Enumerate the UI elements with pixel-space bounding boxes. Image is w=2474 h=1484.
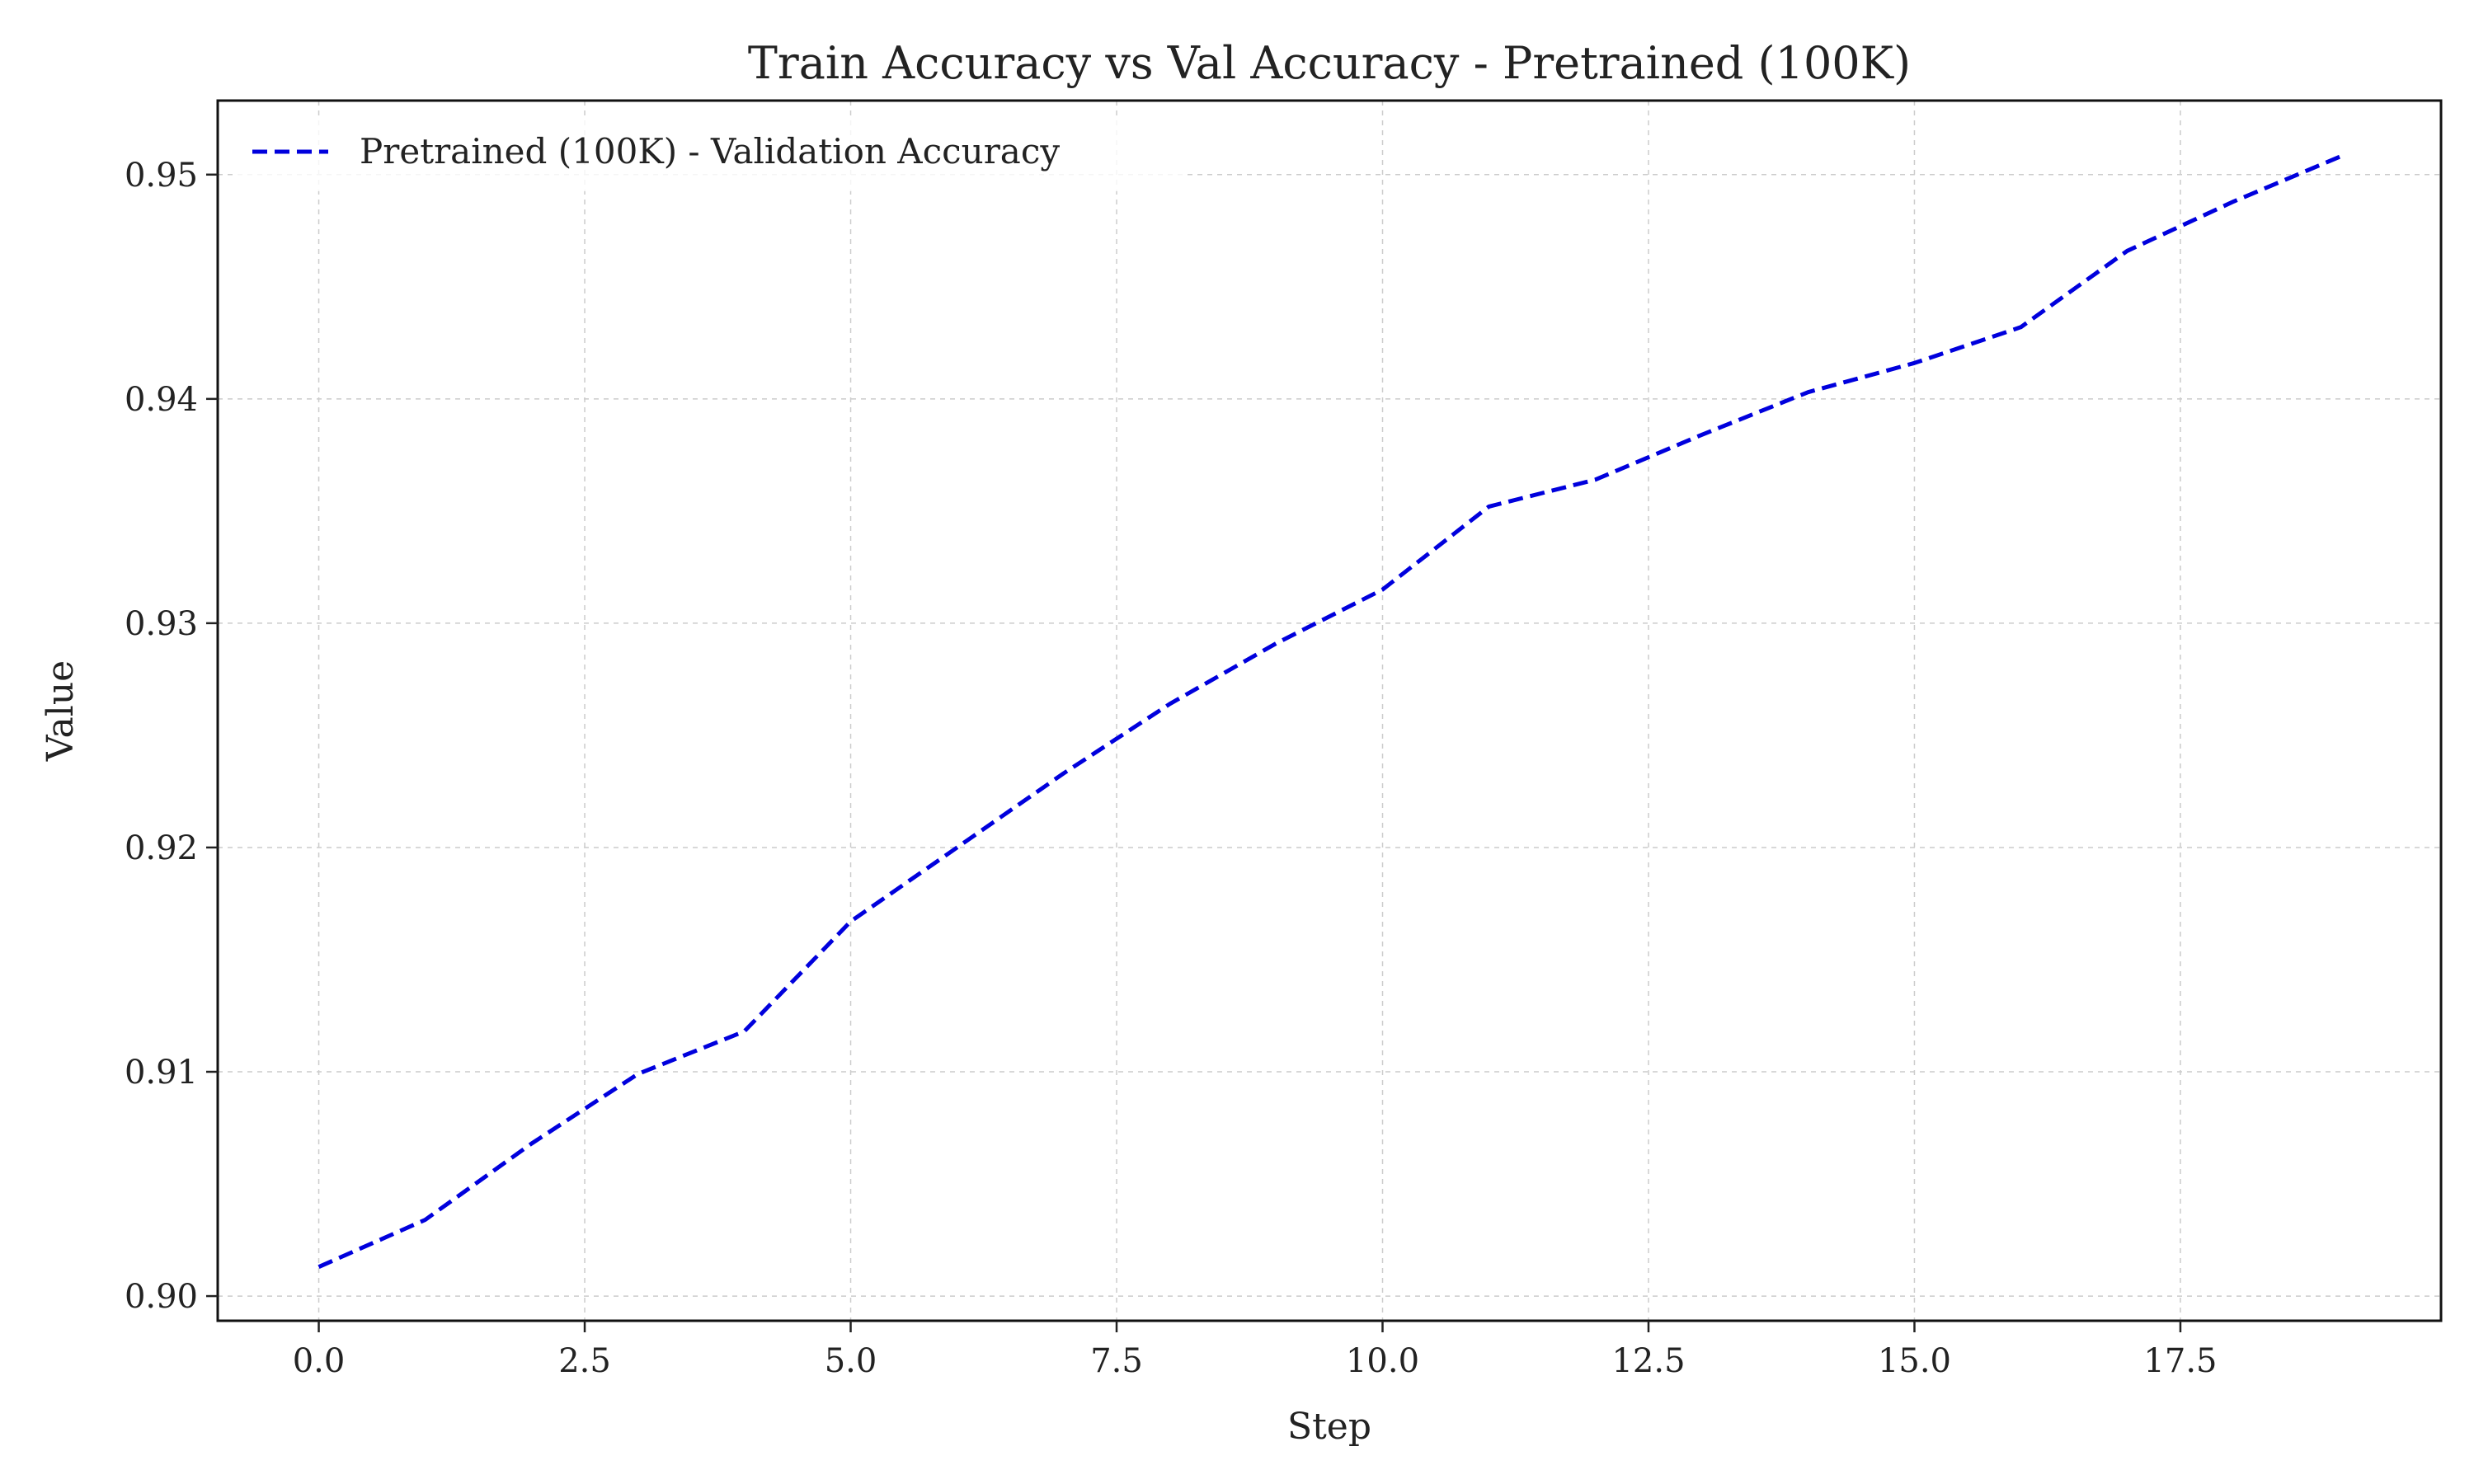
- y-tick-label: 0.95: [125, 157, 198, 195]
- y-tick-label: 0.91: [125, 1054, 198, 1092]
- x-tick-label: 10.0: [1346, 1342, 1419, 1380]
- x-tick-label: 12.5: [1611, 1342, 1685, 1380]
- series-line-validation-accuracy: [317, 154, 2341, 1269]
- y-tick-label: 0.90: [125, 1278, 198, 1316]
- x-tick-label: 17.5: [2143, 1342, 2217, 1380]
- legend-box: [234, 117, 1183, 191]
- legend: Pretrained (100K) - Validation Accuracy: [234, 117, 1183, 191]
- x-axis-label: Step: [1287, 1406, 1371, 1448]
- y-tick-label: 0.94: [125, 381, 198, 419]
- x-tick-label: 7.5: [1090, 1342, 1143, 1380]
- x-tick-label: 2.5: [558, 1342, 611, 1380]
- series-layer: [317, 154, 2341, 1269]
- plot-frame: [216, 99, 2443, 1322]
- y-axis-label: Value: [40, 660, 82, 762]
- axis-ticks: 0.0 2.5 5.0 7.5 10.0 12.5 15.0 17.5 0.90 0.91 0.92…: [125, 157, 2218, 1380]
- grid-lines: [218, 101, 2441, 1321]
- x-tick-label: 5.0: [825, 1342, 877, 1380]
- x-tick-label: 15.0: [1878, 1342, 1951, 1380]
- chart-title: Train Accuracy vs Val Accuracy - Pretrai…: [748, 37, 1911, 89]
- y-tick-label: 0.93: [125, 605, 198, 643]
- legend-label: Pretrained (100K) - Validation Accuracy: [360, 131, 1060, 171]
- x-tick-label: 0.0: [293, 1342, 346, 1380]
- y-tick-label: 0.92: [125, 829, 198, 867]
